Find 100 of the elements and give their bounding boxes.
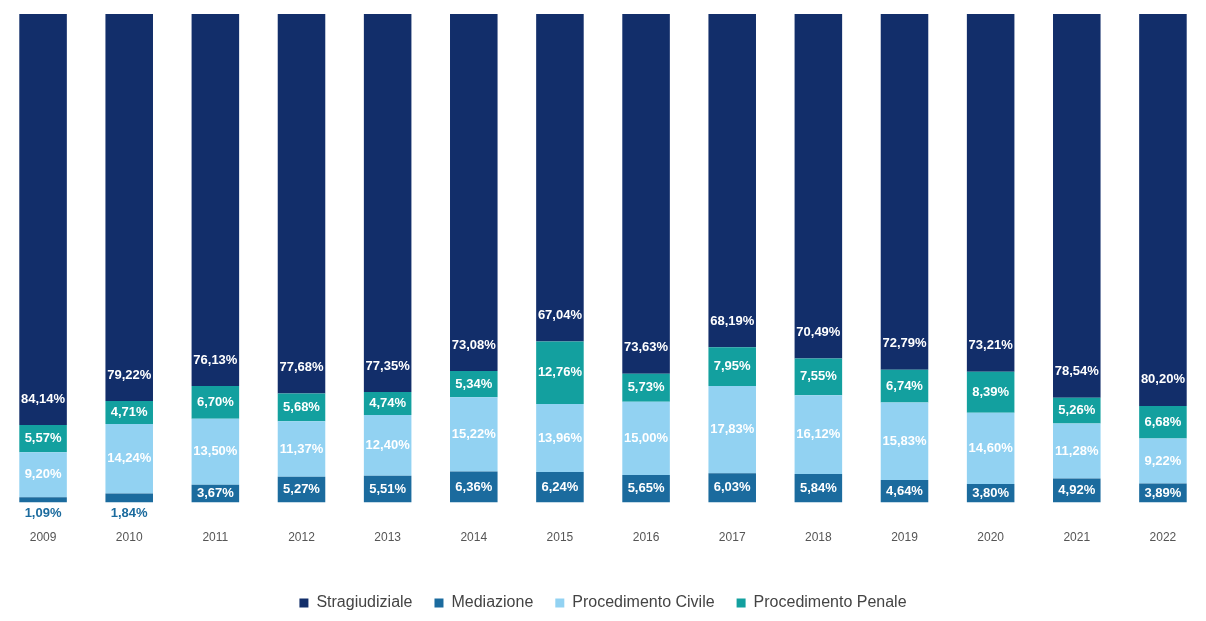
data-label: 6,36%: [455, 478, 493, 494]
legend-label: Procedimento Civile: [572, 593, 715, 611]
data-label: 5,68%: [283, 399, 321, 414]
data-label: 68,19%: [710, 312, 755, 328]
x-tick-label: 2011: [202, 530, 229, 545]
data-label: 4,71%: [110, 404, 149, 420]
data-label: 77,35%: [365, 357, 411, 373]
legend-label: Mediazione: [451, 593, 534, 611]
x-tick-label: 2014: [460, 530, 488, 545]
data-label: 72,79%: [882, 335, 927, 351]
bar: [105, 424, 153, 494]
data-label: 12,40%: [365, 436, 411, 452]
bar: [1053, 423, 1101, 479]
data-label: 78,54%: [1054, 363, 1100, 379]
data-label: 6,74%: [886, 377, 924, 393]
bar: [1139, 438, 1187, 484]
data-label: 14,24%: [107, 450, 152, 466]
x-tick-label: 2019: [891, 530, 919, 545]
data-label: 6,24%: [541, 478, 579, 494]
bar: [794, 395, 843, 475]
bar: [794, 14, 843, 359]
x-tick-label: 2022: [1149, 530, 1177, 545]
bar: [966, 14, 1015, 372]
x-tick-label: 2021: [1063, 530, 1091, 545]
data-label: 3,80%: [972, 484, 1010, 500]
x-tick-label: 2018: [805, 530, 833, 545]
data-label: 3,89%: [1144, 484, 1182, 500]
bar: [880, 14, 929, 370]
x-tick-label: 2015: [546, 530, 574, 545]
bar: [880, 402, 929, 480]
x-tick-label: 2013: [374, 530, 402, 545]
x-tick-label: 2009: [29, 530, 57, 545]
x-tick-label: 2017: [718, 530, 746, 545]
bar: [363, 14, 412, 392]
data-label: 67,04%: [537, 307, 583, 323]
data-label: 4,64%: [886, 482, 924, 498]
legend-label: Procedimento Penale: [753, 593, 907, 611]
data-label: 6,68%: [1144, 413, 1182, 429]
data-label: 13,96%: [537, 429, 583, 445]
data-label: 5,51%: [369, 480, 407, 496]
data-label: 73,21%: [968, 337, 1014, 353]
data-label: 6,03%: [713, 479, 752, 495]
bar: [536, 341, 584, 404]
data-label: 13,50%: [193, 443, 238, 459]
bar: [19, 497, 67, 503]
data-label: 4,74%: [369, 395, 407, 411]
data-label: 76,13%: [193, 351, 238, 367]
bar: [622, 401, 670, 475]
x-tick-label: 2010: [115, 530, 143, 545]
data-label: 8,39%: [972, 383, 1010, 399]
bar: [450, 14, 498, 372]
bar: [277, 14, 326, 394]
bar: [622, 14, 670, 374]
bar: [966, 412, 1015, 485]
data-label: 73,08%: [451, 336, 497, 352]
bar: [536, 14, 584, 342]
x-tick-label: 2012: [288, 530, 316, 545]
data-label: 12,76%: [537, 364, 583, 380]
x-tick-label: 2016: [632, 530, 660, 545]
data-label: 5,57%: [24, 430, 62, 446]
bar: [105, 493, 153, 503]
bar: [536, 403, 584, 473]
data-label: 70,49%: [796, 323, 841, 339]
data-label: 5,73%: [627, 379, 665, 395]
data-label: 7,55%: [799, 368, 838, 384]
data-label: 4,92%: [1058, 482, 1096, 498]
bar: [363, 415, 412, 476]
data-label: 17,83%: [710, 421, 755, 437]
data-label: 6,70%: [196, 393, 235, 409]
data-label: 5,65%: [627, 480, 665, 496]
data-label: 7,95%: [713, 358, 752, 374]
data-label: 15,22%: [451, 425, 497, 441]
bar: [191, 418, 240, 485]
data-label: 5,26%: [1058, 402, 1096, 418]
bar: [1053, 14, 1101, 398]
data-label: 5,27%: [283, 481, 321, 497]
data-label: 15,83%: [882, 432, 927, 448]
data-label: 77,68%: [279, 359, 324, 375]
bar: [105, 14, 153, 402]
bar: [450, 397, 498, 472]
data-label: 9,20%: [24, 466, 62, 482]
data-label: 1,09%: [24, 505, 62, 521]
data-label: 5,84%: [799, 479, 838, 495]
bar: [191, 14, 240, 386]
data-label: 84,14%: [21, 390, 66, 406]
data-label: 15,00%: [624, 429, 669, 445]
data-label: 80,20%: [1140, 371, 1186, 387]
bar: [708, 386, 756, 474]
bar: [708, 14, 756, 348]
data-label: 1,84%: [110, 505, 149, 521]
data-label: 3,67%: [196, 485, 235, 501]
bar: [19, 14, 67, 426]
data-label: 5,34%: [455, 375, 493, 391]
data-label: 73,63%: [624, 339, 669, 355]
bar: [277, 421, 326, 477]
bar: [1139, 14, 1187, 406]
data-label: 14,60%: [968, 439, 1014, 455]
data-label: 79,22%: [107, 366, 152, 382]
data-label: 9,22%: [1144, 452, 1182, 468]
legend-label: Stragiudiziale: [316, 593, 413, 611]
